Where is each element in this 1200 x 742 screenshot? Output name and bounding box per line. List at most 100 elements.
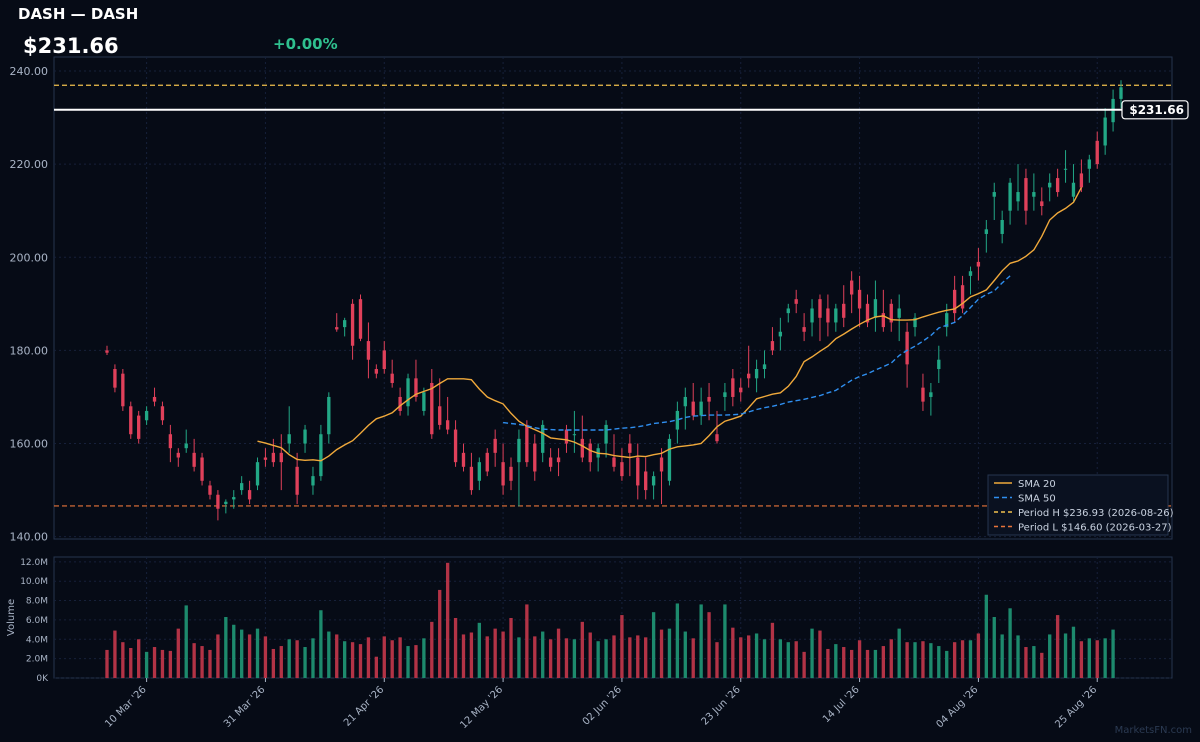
volume-bar bbox=[1111, 629, 1115, 678]
volume-bar bbox=[1048, 634, 1052, 678]
current-price: $231.66 bbox=[23, 34, 119, 58]
candle-body bbox=[121, 373, 125, 407]
x-tick-label: 25 Aug '26 bbox=[1053, 684, 1099, 730]
candle-body bbox=[1095, 140, 1099, 165]
candle-body bbox=[541, 424, 545, 453]
candle-body bbox=[628, 443, 632, 453]
volume-tick-label: 8.0M bbox=[26, 597, 48, 607]
candle-body bbox=[295, 466, 299, 495]
volume-tick-label: 12.0M bbox=[20, 558, 48, 568]
candle-body bbox=[873, 299, 878, 318]
watermark: MarketsFN.com bbox=[1114, 725, 1192, 736]
candle-body bbox=[937, 359, 941, 370]
candle-body bbox=[137, 415, 141, 439]
candle-body bbox=[699, 401, 703, 416]
volume-bar bbox=[438, 589, 442, 678]
volume-bar bbox=[485, 636, 489, 678]
candle-body bbox=[834, 308, 838, 323]
volume-bar bbox=[770, 622, 775, 678]
legend-label: SMA 50 bbox=[1018, 494, 1056, 505]
volume-bar bbox=[675, 603, 680, 678]
volume-bar bbox=[414, 645, 418, 678]
x-tick-label: 21 Apr '26 bbox=[342, 684, 386, 728]
volume-bar bbox=[216, 634, 220, 678]
volume-bar bbox=[667, 628, 672, 678]
volume-bar bbox=[548, 639, 553, 678]
candle-body bbox=[604, 424, 608, 444]
candle-body bbox=[802, 327, 806, 332]
candle-body bbox=[533, 443, 537, 472]
volume-bar bbox=[976, 633, 981, 678]
candle-body bbox=[984, 229, 988, 234]
volume-bar bbox=[1032, 646, 1036, 678]
candle-body bbox=[770, 341, 775, 351]
candle-body bbox=[200, 457, 204, 481]
candle-body bbox=[913, 317, 917, 328]
volume-bar bbox=[905, 642, 909, 678]
candle-body bbox=[620, 462, 624, 477]
candle-body bbox=[224, 501, 228, 505]
chart-title: DASH — DASH bbox=[18, 5, 139, 23]
candle-body bbox=[905, 331, 909, 365]
candle-body bbox=[160, 406, 165, 421]
candle-body bbox=[548, 457, 553, 467]
candle-body bbox=[968, 271, 973, 276]
candle-body bbox=[176, 452, 180, 458]
candle-body bbox=[897, 308, 901, 318]
volume-bar bbox=[469, 632, 474, 678]
candle-body bbox=[881, 313, 886, 328]
volume-bar bbox=[604, 639, 608, 678]
candle-body bbox=[232, 497, 236, 500]
volume-bar bbox=[659, 629, 664, 678]
candle-body bbox=[826, 308, 830, 323]
candle-body bbox=[1040, 201, 1044, 207]
volume-bar bbox=[501, 631, 505, 678]
volume-bar bbox=[311, 638, 315, 678]
price-tick-label: 180.00 bbox=[10, 344, 49, 357]
candle-body bbox=[287, 434, 291, 444]
candle-body bbox=[683, 396, 687, 407]
candle-body bbox=[976, 261, 981, 267]
candle-body bbox=[731, 378, 735, 397]
legend-label: Period H $236.93 (2026-08-26) bbox=[1018, 508, 1174, 519]
volume-bar bbox=[430, 621, 434, 678]
volume-bar bbox=[517, 637, 521, 678]
volume-bar bbox=[1024, 647, 1028, 678]
volume-bar bbox=[1095, 640, 1099, 678]
volume-tick-label: 6.0M bbox=[26, 616, 48, 626]
volume-bar bbox=[168, 650, 173, 678]
candle-body bbox=[461, 452, 466, 467]
candle-body bbox=[1087, 159, 1091, 169]
candle-body bbox=[564, 429, 569, 444]
volume-bar bbox=[992, 617, 996, 678]
volume-bar bbox=[699, 604, 703, 678]
candle-body bbox=[651, 476, 656, 486]
volume-bar bbox=[374, 656, 379, 678]
candle-body bbox=[1024, 178, 1028, 211]
candle-body bbox=[216, 494, 220, 509]
volume-bar bbox=[929, 643, 933, 678]
volume-bar bbox=[952, 642, 957, 678]
candle-body bbox=[842, 303, 846, 318]
volume-bar bbox=[263, 636, 268, 678]
volume-bar bbox=[453, 617, 458, 678]
volume-bar bbox=[176, 628, 180, 678]
candle-body bbox=[1119, 87, 1123, 99]
volume-bar bbox=[1016, 635, 1020, 678]
volume-tick-label: 2.0M bbox=[26, 655, 48, 665]
candle-body bbox=[612, 457, 616, 467]
volume-bar bbox=[596, 641, 600, 678]
candle-body bbox=[129, 406, 133, 435]
candle-body bbox=[659, 457, 664, 472]
volume-bar bbox=[707, 612, 711, 678]
candle-body bbox=[556, 457, 561, 463]
candle-body bbox=[1008, 182, 1012, 211]
candle-body bbox=[335, 327, 339, 330]
candle-body bbox=[960, 285, 965, 309]
volume-bar bbox=[636, 635, 640, 678]
candle-body bbox=[588, 443, 592, 463]
volume-bar bbox=[224, 617, 228, 678]
candle-body bbox=[1016, 192, 1020, 202]
candle-body bbox=[113, 369, 117, 388]
candle-body bbox=[1032, 192, 1036, 197]
